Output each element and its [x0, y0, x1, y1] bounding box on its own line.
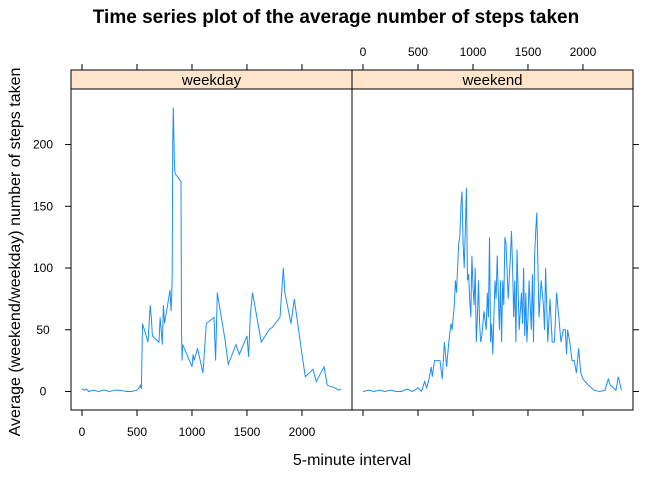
panels-group: weekday 0 500 1000 1500 2000 0 50 100 150 200 weeke… [33, 45, 639, 439]
x-tick-label-top-0: 0 [360, 45, 367, 59]
panel-frame-weekday [70, 88, 353, 411]
chart-title: Time series plot of the average number o… [93, 7, 579, 28]
y-tick-label-0: 0 [40, 384, 47, 398]
x-tick-label-bottom-500: 500 [127, 425, 147, 439]
x-tick-label-bottom-1000: 1000 [179, 425, 206, 439]
series-line-weekend [362, 187, 622, 393]
y-axis-title: Average (weekend/weekday) number of step… [7, 68, 24, 437]
x-tick-label-bottom-2000: 2000 [289, 425, 316, 439]
y-tick-label-150: 150 [33, 199, 53, 213]
x-tick-label-top-1500: 1500 [515, 45, 542, 59]
strip-label-weekday: weekday [181, 72, 242, 89]
panel-frame-weekend [351, 88, 634, 411]
x-axis-title: 5-minute interval [293, 452, 411, 469]
x-tick-label-bottom-1500: 1500 [234, 425, 261, 439]
y-tick-label-200: 200 [33, 138, 53, 152]
x-tick-label-bottom-0: 0 [79, 425, 86, 439]
y-tick-label-50: 50 [36, 323, 50, 337]
y-tick-label-100: 100 [33, 261, 53, 275]
x-tick-label-top-2000: 2000 [570, 45, 597, 59]
series-line-weekday [81, 107, 342, 393]
x-tick-label-top-1000: 1000 [460, 45, 487, 59]
x-tick-label-top-500: 500 [408, 45, 428, 59]
strip-label-weekend: weekend [461, 72, 522, 89]
